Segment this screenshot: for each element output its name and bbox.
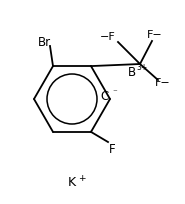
Text: C: C xyxy=(100,90,108,103)
Text: −F: −F xyxy=(100,32,116,42)
Text: 3+: 3+ xyxy=(136,63,147,72)
Text: K: K xyxy=(68,176,76,188)
Text: Br: Br xyxy=(38,35,51,48)
Text: F−: F− xyxy=(147,30,163,40)
Text: F: F xyxy=(109,143,115,156)
Text: F−: F− xyxy=(155,78,171,88)
Text: +: + xyxy=(78,174,85,183)
Text: B: B xyxy=(128,65,136,78)
Text: ⁻: ⁻ xyxy=(112,88,117,97)
